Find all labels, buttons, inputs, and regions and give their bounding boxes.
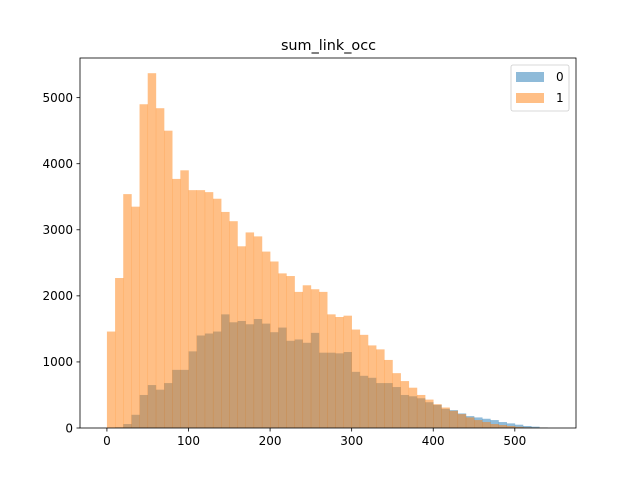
histogram-bar (123, 194, 131, 428)
y-tick-label: 4000 (42, 157, 73, 171)
histogram-bar (229, 221, 237, 428)
x-tick-label: 500 (503, 434, 526, 448)
y-tick-label: 5000 (42, 91, 73, 105)
y-tick-label: 1000 (42, 355, 73, 369)
y-tick-label: 2000 (42, 289, 73, 303)
histogram-bar (450, 411, 458, 428)
histogram-bar (376, 349, 384, 428)
histogram-bar (295, 292, 303, 428)
histogram-bar (205, 192, 213, 428)
chart-title: sum_link_occ (281, 38, 376, 54)
histogram-bar (474, 420, 482, 428)
histogram-bar (441, 408, 449, 428)
x-tick-label: 200 (259, 434, 282, 448)
histogram-bar (270, 262, 278, 429)
legend-swatch (516, 72, 544, 82)
histogram-bar (131, 207, 139, 428)
legend-swatch (516, 93, 544, 103)
histogram-bar (490, 424, 498, 428)
histogram-bar (311, 289, 319, 428)
histogram-bar (360, 335, 368, 428)
histogram-bar (433, 404, 441, 428)
histogram-bar (213, 199, 221, 428)
histogram-bar (107, 332, 115, 428)
y-tick-label: 0 (65, 421, 73, 435)
y-tick-label: 3000 (42, 223, 73, 237)
histogram-bar (425, 400, 433, 428)
histogram-bar (164, 131, 172, 428)
histogram-bar (278, 273, 286, 428)
histogram-bar (172, 179, 180, 428)
histogram-bar (409, 388, 417, 428)
histogram-bar (458, 414, 466, 428)
histogram-bar (237, 246, 245, 428)
histogram-bar (197, 190, 205, 428)
histogram-bar (303, 285, 311, 428)
legend: 01 (511, 65, 569, 111)
histogram-bar (319, 292, 327, 428)
x-tick-label: 100 (177, 434, 200, 448)
histogram-bar (327, 314, 335, 428)
histogram-bar (115, 278, 123, 428)
histogram-bar (417, 395, 425, 428)
histogram-bar (499, 425, 507, 428)
histogram-bar (246, 232, 254, 428)
histogram-bar (466, 417, 474, 428)
legend-label: 0 (556, 70, 564, 84)
histogram-bar (286, 276, 294, 428)
histogram-bar (482, 422, 490, 428)
histogram-bar (180, 170, 188, 428)
histogram-bar (189, 190, 197, 428)
histogram-bar (392, 373, 400, 428)
x-tick-label: 300 (340, 434, 363, 448)
histogram-bar (352, 330, 360, 428)
histogram-bar (368, 345, 376, 428)
x-tick-label: 400 (422, 434, 445, 448)
histogram-bar (148, 73, 156, 428)
histogram-bar (254, 236, 262, 428)
histogram-bar (401, 381, 409, 428)
x-tick-label: 0 (103, 434, 111, 448)
histogram-bar (156, 108, 164, 428)
histogram-bar (140, 104, 148, 428)
histogram-bar (262, 252, 270, 428)
histogram-bar (344, 316, 352, 428)
histogram-bar (221, 212, 229, 428)
histogram-bar (384, 360, 392, 428)
legend-label: 1 (556, 91, 564, 105)
histogram-bar (335, 317, 343, 428)
